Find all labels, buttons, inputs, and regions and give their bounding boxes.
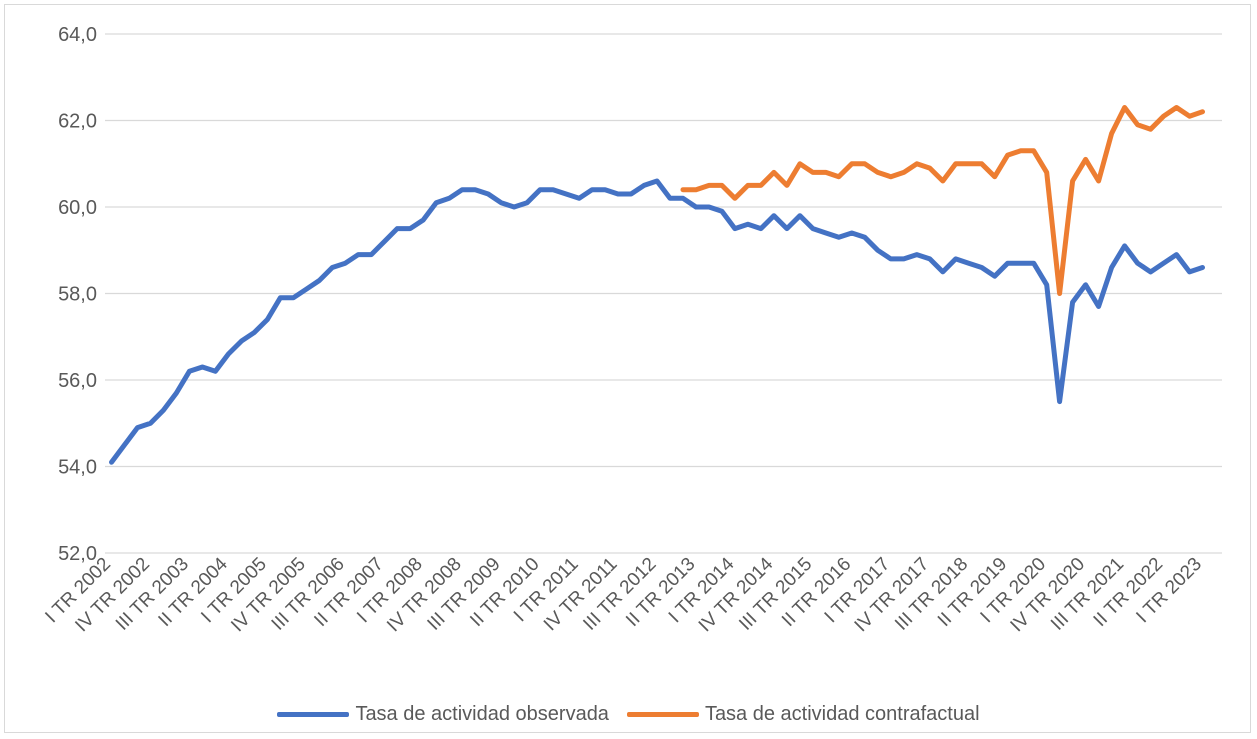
y-tick-label: 60,0	[58, 197, 97, 219]
y-tick-label: 56,0	[58, 370, 97, 392]
y-tick-label: 52,0	[58, 543, 97, 565]
series-line-counterfactual	[680, 105, 1205, 296]
legend-swatch-counterfactual	[626, 711, 699, 717]
y-tick-label: 58,0	[58, 284, 97, 306]
series-lines	[109, 105, 1205, 465]
legend-swatch-observed	[277, 711, 350, 717]
legend-item-counterfactual: Tasa de actividad contrafactual	[626, 702, 980, 726]
legend-label-observed: Tasa de actividad observada	[355, 702, 609, 725]
y-tick-label: 64,0	[58, 24, 97, 46]
y-axis-ticks: 52,0 54,0 56,0 58,0 60,0 62,0 64,0	[58, 24, 97, 565]
line-chart: 52,0 54,0 56,0 58,0 60,0 62,0 64,0 I TR 2002IV…	[41, 24, 1222, 636]
y-tick-label: 54,0	[58, 457, 97, 479]
legend-item-observed: Tasa de actividad observada	[277, 703, 609, 726]
legend: Tasa de actividad observada Tasa de acti…	[0, 700, 1257, 728]
gridlines	[105, 33, 1222, 554]
series-line-observed	[109, 178, 1205, 465]
y-tick-label: 62,0	[58, 111, 97, 133]
legend-label-counterfactual: Tasa de actividad contrafactual	[704, 702, 980, 725]
